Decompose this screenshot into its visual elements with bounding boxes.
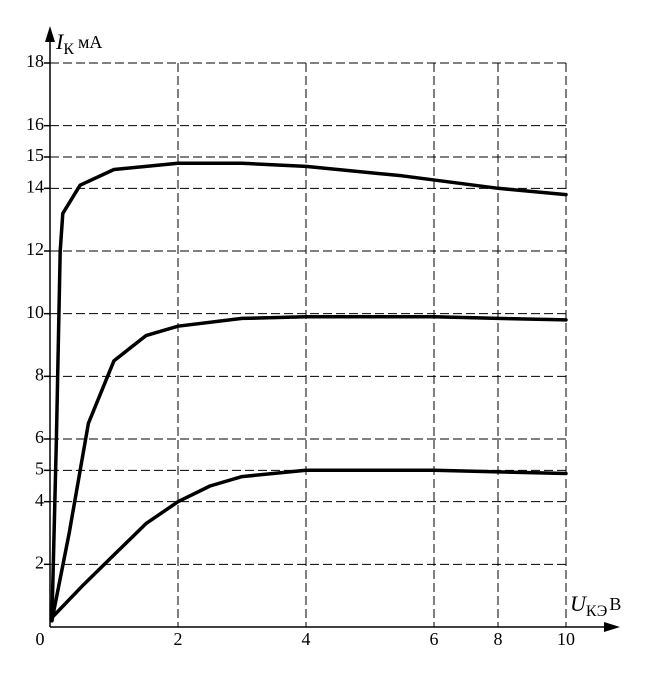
- y-tick-label: 8: [35, 364, 44, 384]
- y-symbol: I: [55, 29, 65, 54]
- curve: [50, 468, 568, 620]
- y-tick-label: 16: [26, 114, 44, 134]
- x-subscript: КЭ: [586, 603, 607, 620]
- x-axis-label: UКЭ В: [570, 591, 621, 620]
- y-tick-label: 12: [26, 239, 44, 259]
- y-axis-label: IК мА: [55, 29, 102, 58]
- x-tick-label: 0: [36, 629, 45, 649]
- x-axis-arrow: [604, 622, 620, 632]
- x-unit: В: [609, 594, 621, 614]
- x-tick-label: 2: [174, 629, 183, 649]
- x-tick-label: 6: [430, 629, 439, 649]
- x-tick-label: 10: [557, 629, 575, 649]
- y-tick-label: 6: [35, 427, 44, 447]
- y-subscript: К: [63, 41, 74, 58]
- curve: [50, 161, 568, 623]
- y-unit: мА: [78, 32, 102, 52]
- y-tick-label: 4: [35, 490, 44, 510]
- y-tick-label: 10: [26, 302, 44, 322]
- y-tick-label: 2: [35, 552, 44, 572]
- y-tick-label: 15: [26, 145, 44, 165]
- x-symbol: U: [570, 591, 588, 616]
- y-tick-label: 18: [26, 51, 44, 71]
- x-tick-label: 8: [494, 629, 503, 649]
- curve: [50, 315, 568, 623]
- y-axis-arrow: [45, 26, 55, 42]
- y-tick-label: 14: [26, 176, 44, 196]
- x-tick-label: 4: [302, 629, 311, 649]
- y-tick-label: 5: [35, 458, 44, 478]
